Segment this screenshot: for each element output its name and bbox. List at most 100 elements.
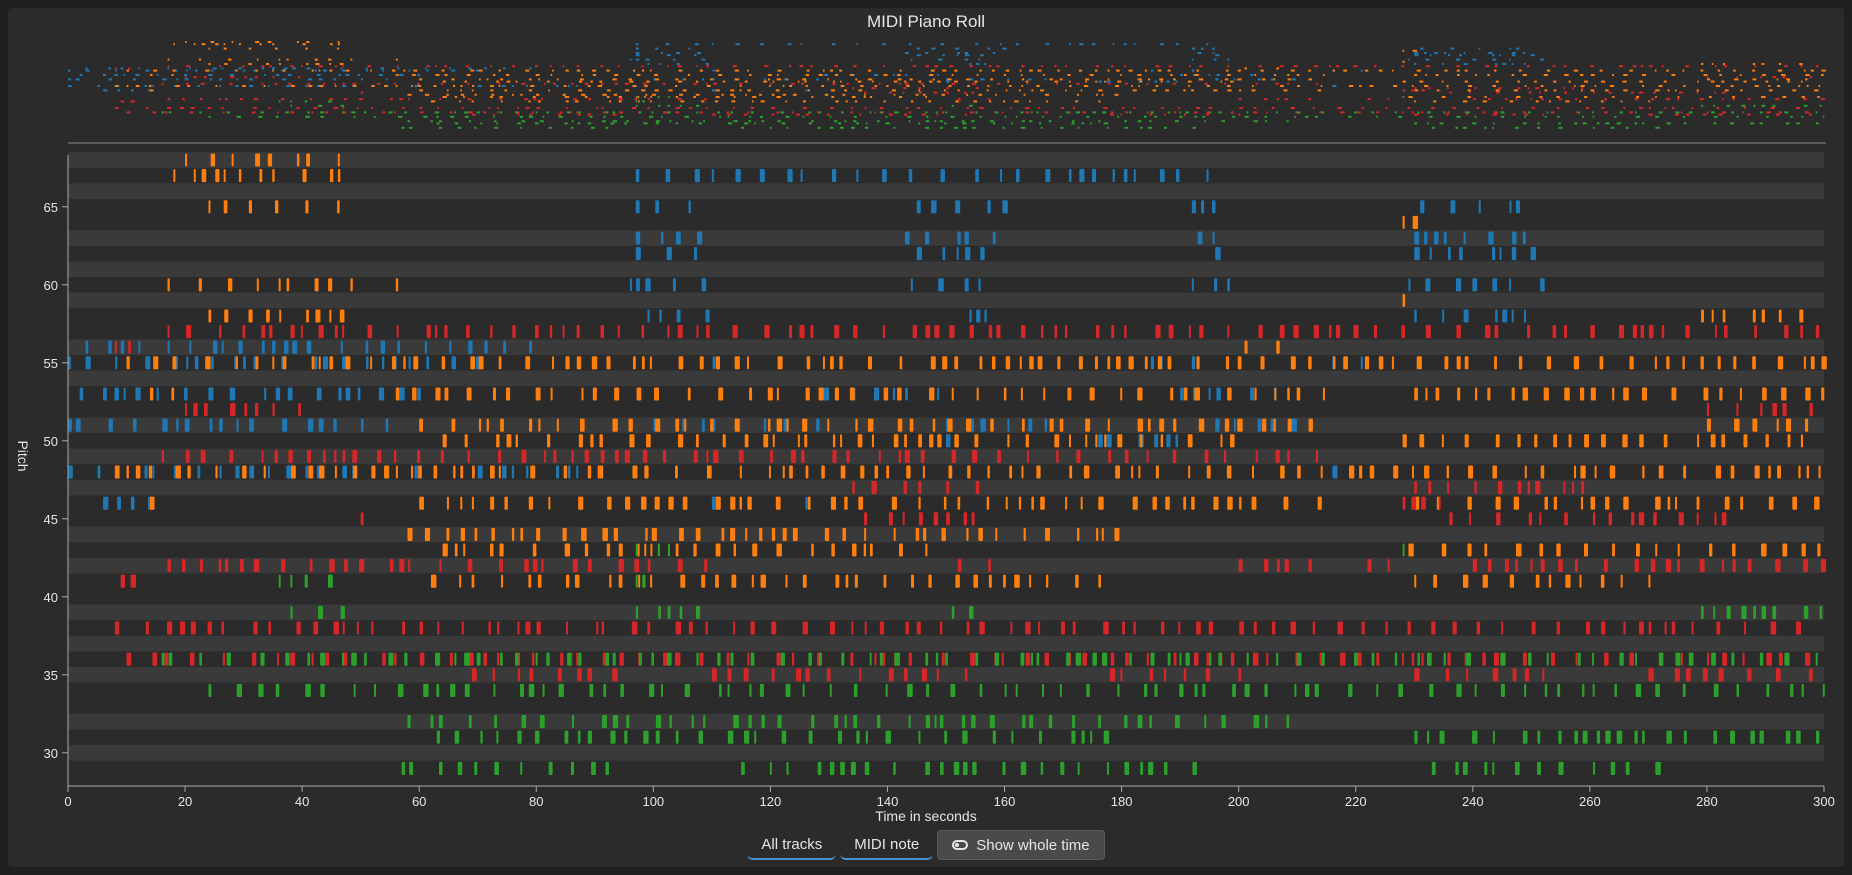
note	[1464, 356, 1469, 370]
overview-strip[interactable]	[68, 41, 1826, 129]
note	[114, 621, 120, 635]
note	[1504, 559, 1509, 573]
all-tracks-select[interactable]: All tracks	[747, 830, 837, 860]
note	[313, 621, 319, 635]
overview-note	[1648, 100, 1651, 103]
overview-note	[991, 69, 995, 72]
note	[552, 356, 555, 370]
note	[1202, 683, 1206, 697]
note	[1648, 621, 1652, 635]
overview-note	[519, 115, 524, 118]
overview-note	[885, 122, 890, 125]
overview-note	[1414, 113, 1419, 116]
note	[320, 683, 325, 697]
note	[370, 356, 373, 370]
overview-note	[1414, 74, 1418, 76]
note	[342, 325, 345, 339]
overview-note	[396, 65, 399, 68]
note	[978, 278, 981, 292]
note	[1420, 200, 1425, 214]
note	[1666, 356, 1670, 370]
overview-note	[1686, 113, 1690, 116]
note	[806, 356, 811, 370]
note	[776, 652, 781, 666]
overview-note	[1674, 113, 1679, 116]
overview-note	[1457, 74, 1460, 76]
overview-note	[893, 93, 896, 96]
note	[995, 527, 998, 541]
overview-note	[1180, 74, 1184, 76]
overview-note	[1714, 91, 1717, 94]
overview-note	[530, 85, 535, 87]
note	[1754, 325, 1758, 339]
note	[1414, 387, 1418, 401]
overview-note	[535, 111, 538, 114]
note	[1744, 621, 1747, 635]
note	[1740, 496, 1744, 510]
overview-note	[667, 104, 670, 107]
note	[1091, 169, 1097, 183]
note	[617, 325, 620, 339]
overview-note	[908, 111, 912, 114]
overview-note	[1722, 111, 1727, 114]
note	[498, 465, 501, 479]
note	[1204, 449, 1209, 463]
note	[282, 356, 287, 370]
overview-note	[592, 74, 597, 76]
overview-note	[167, 107, 172, 109]
note	[635, 543, 638, 557]
note	[1314, 683, 1319, 697]
note	[1482, 652, 1486, 666]
overview-note	[1482, 100, 1487, 103]
overview-note	[156, 74, 159, 76]
overview-note	[557, 113, 561, 116]
overview-note	[1266, 111, 1268, 114]
overview-note	[1625, 126, 1629, 129]
overview-note	[75, 78, 80, 81]
note	[1398, 683, 1403, 697]
note	[955, 574, 960, 588]
overview-note	[1280, 85, 1284, 87]
note	[499, 652, 503, 666]
note	[1416, 356, 1422, 370]
overview-note	[1706, 76, 1709, 79]
overview-note	[190, 107, 195, 109]
note	[1046, 574, 1049, 588]
overview-note	[1227, 58, 1230, 61]
overview-note	[1582, 115, 1584, 118]
note	[747, 496, 752, 510]
note	[1429, 683, 1434, 697]
note	[1474, 387, 1478, 401]
note	[1586, 621, 1591, 635]
note	[1620, 574, 1623, 588]
note	[888, 512, 893, 526]
piano-roll-chart[interactable]: MIDI Piano Roll 0 20 40 60 80 100 120 140 160 180…	[0, 0, 1852, 830]
overview-note	[997, 82, 1001, 85]
overview-note	[454, 96, 458, 98]
overview-note	[1412, 49, 1418, 52]
note	[1266, 652, 1269, 666]
note	[1522, 231, 1526, 245]
overview-note	[164, 111, 168, 114]
overview-note	[385, 78, 388, 81]
overview-note	[1608, 91, 1612, 94]
overview-note	[601, 107, 604, 109]
note	[449, 340, 452, 354]
overview-note	[1592, 91, 1595, 94]
overview-note	[1079, 43, 1084, 46]
note	[68, 418, 72, 432]
note	[1144, 356, 1148, 370]
overview-note	[1464, 80, 1468, 83]
overview-note	[1718, 113, 1723, 116]
midi-note-select[interactable]: MIDI note	[840, 830, 934, 860]
overview-note	[661, 115, 663, 118]
show-whole-time-button[interactable]: Show whole time	[937, 830, 1105, 860]
note	[1564, 387, 1570, 401]
overview-note	[1584, 96, 1588, 98]
note	[867, 356, 872, 370]
overview-note	[1455, 58, 1461, 61]
note	[1539, 512, 1542, 526]
overview-note	[634, 98, 639, 101]
note	[268, 621, 272, 635]
overview-note	[980, 78, 985, 81]
